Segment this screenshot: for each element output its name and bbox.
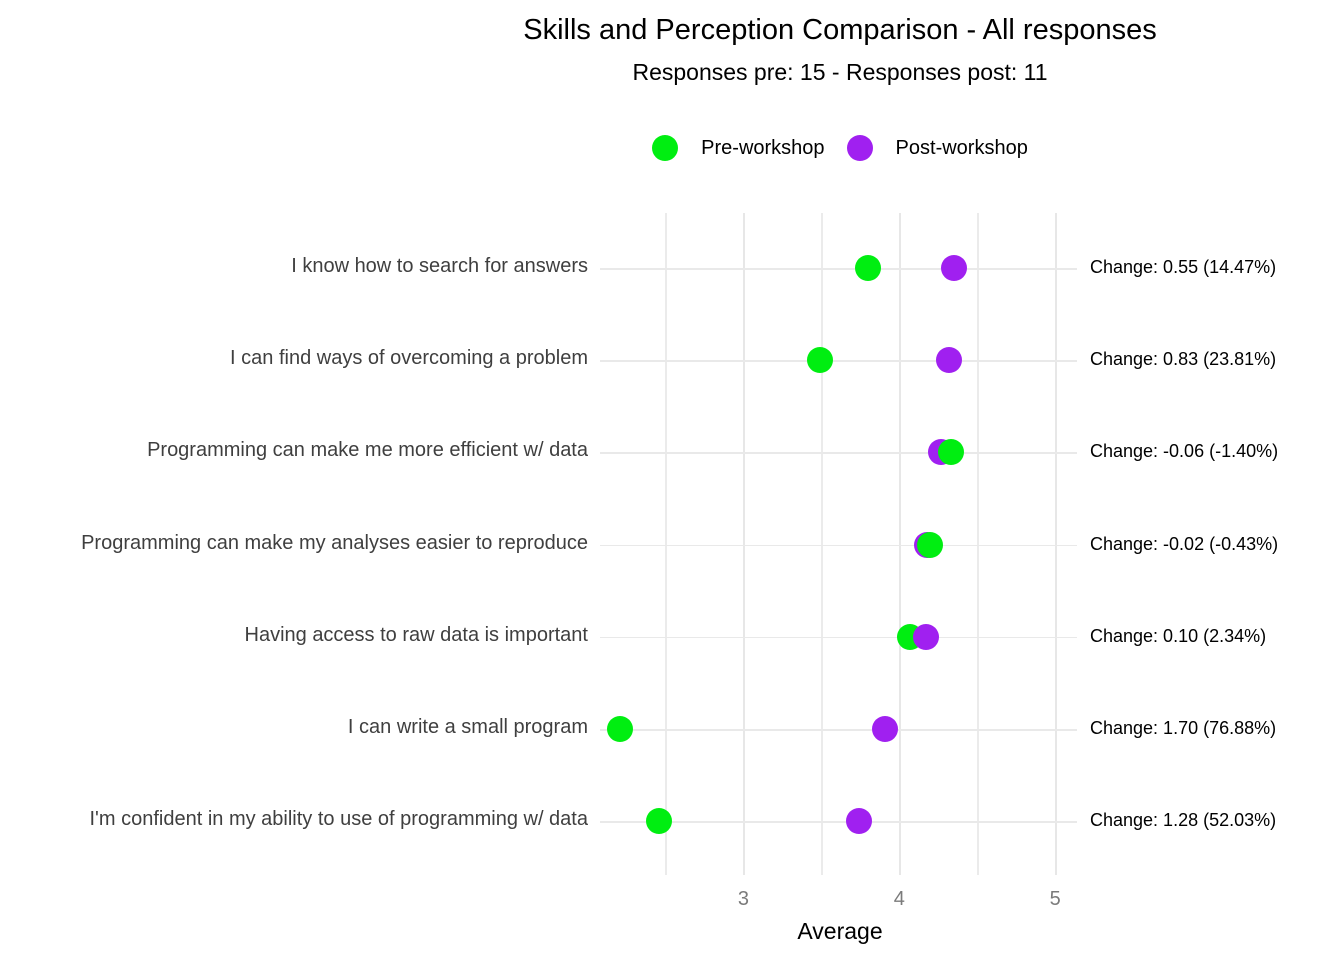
y-gridline [600, 544, 1077, 547]
change-annotation: Change: 0.10 (2.34%) [1090, 625, 1267, 646]
x-tick-label: 5 [1049, 888, 1061, 910]
x-gridline [821, 213, 823, 875]
post-workshop-dot [872, 716, 899, 742]
post-workshop-dot [936, 347, 963, 374]
plot-panel [600, 213, 1077, 875]
category-label: Programming can make me more efficient w… [147, 439, 588, 462]
pre-workshop-dot [646, 808, 673, 835]
x-tick-label: 3 [737, 888, 749, 910]
category-label: I can find ways of overcoming a problem [230, 347, 588, 370]
change-annotation: Change: -0.06 (-1.40%) [1090, 441, 1279, 462]
category-label: Programming can make my analyses easier … [81, 531, 588, 554]
y-gridline [600, 360, 1077, 362]
x-gridline [977, 213, 979, 875]
category-label: I know how to search for answers [291, 255, 588, 277]
post-workshop-dot [940, 255, 967, 281]
change-annotation: Change: -0.02 (-0.43%) [1090, 533, 1279, 554]
legend-label-pre-workshop: Pre-workshop [701, 136, 825, 159]
legend-item-pre-workshop: Pre-workshop [652, 135, 825, 161]
y-gridline [600, 452, 1077, 454]
pre-workshop-dot [917, 531, 944, 558]
change-annotation: Change: 0.55 (14.47%) [1090, 257, 1277, 277]
category-label: I'm confident in my ability to use of pr… [89, 808, 589, 831]
pre-workshop-dot [607, 716, 634, 742]
post-workshop-dot [912, 623, 939, 650]
x-tick-label: 4 [893, 888, 905, 910]
chart-header: Skills and Perception Comparison - All r… [336, 13, 1344, 86]
chart-subtitle: Responses pre: 15 - Responses post: 11 [632, 58, 1048, 85]
y-gridline [600, 729, 1077, 731]
legend-item-post-workshop: Post-workshop [846, 135, 1028, 161]
pre-workshop-dot [855, 255, 882, 281]
x-axis-title: Average [797, 918, 883, 944]
category-label: Having access to raw data is important [244, 623, 589, 646]
y-gridline [600, 268, 1077, 270]
y-gridline [600, 821, 1077, 823]
x-gridline [665, 213, 667, 875]
legend-label-post-workshop: Post-workshop [895, 136, 1028, 159]
change-annotation: Change: 0.83 (23.81%) [1090, 349, 1277, 370]
y-gridline [600, 636, 1077, 639]
post-workshop-dot [845, 808, 872, 835]
x-gridline [899, 213, 902, 875]
pre-workshop-dot [806, 347, 833, 374]
change-annotation: Change: 1.28 (52.03%) [1090, 810, 1277, 831]
chart-title: Skills and Perception Comparison - All r… [523, 14, 1157, 46]
legend: Pre-workshop Post-workshop [336, 133, 1344, 163]
x-gridline [743, 213, 746, 875]
category-label: I can write a small program [347, 716, 588, 738]
pre-workshop-dot [937, 439, 964, 466]
x-gridline [1055, 213, 1057, 875]
change-annotation: Change: 1.70 (76.88%) [1090, 718, 1277, 738]
pre-workshop-legend-dot-icon [652, 135, 679, 161]
post-workshop-legend-dot-icon [846, 135, 873, 161]
